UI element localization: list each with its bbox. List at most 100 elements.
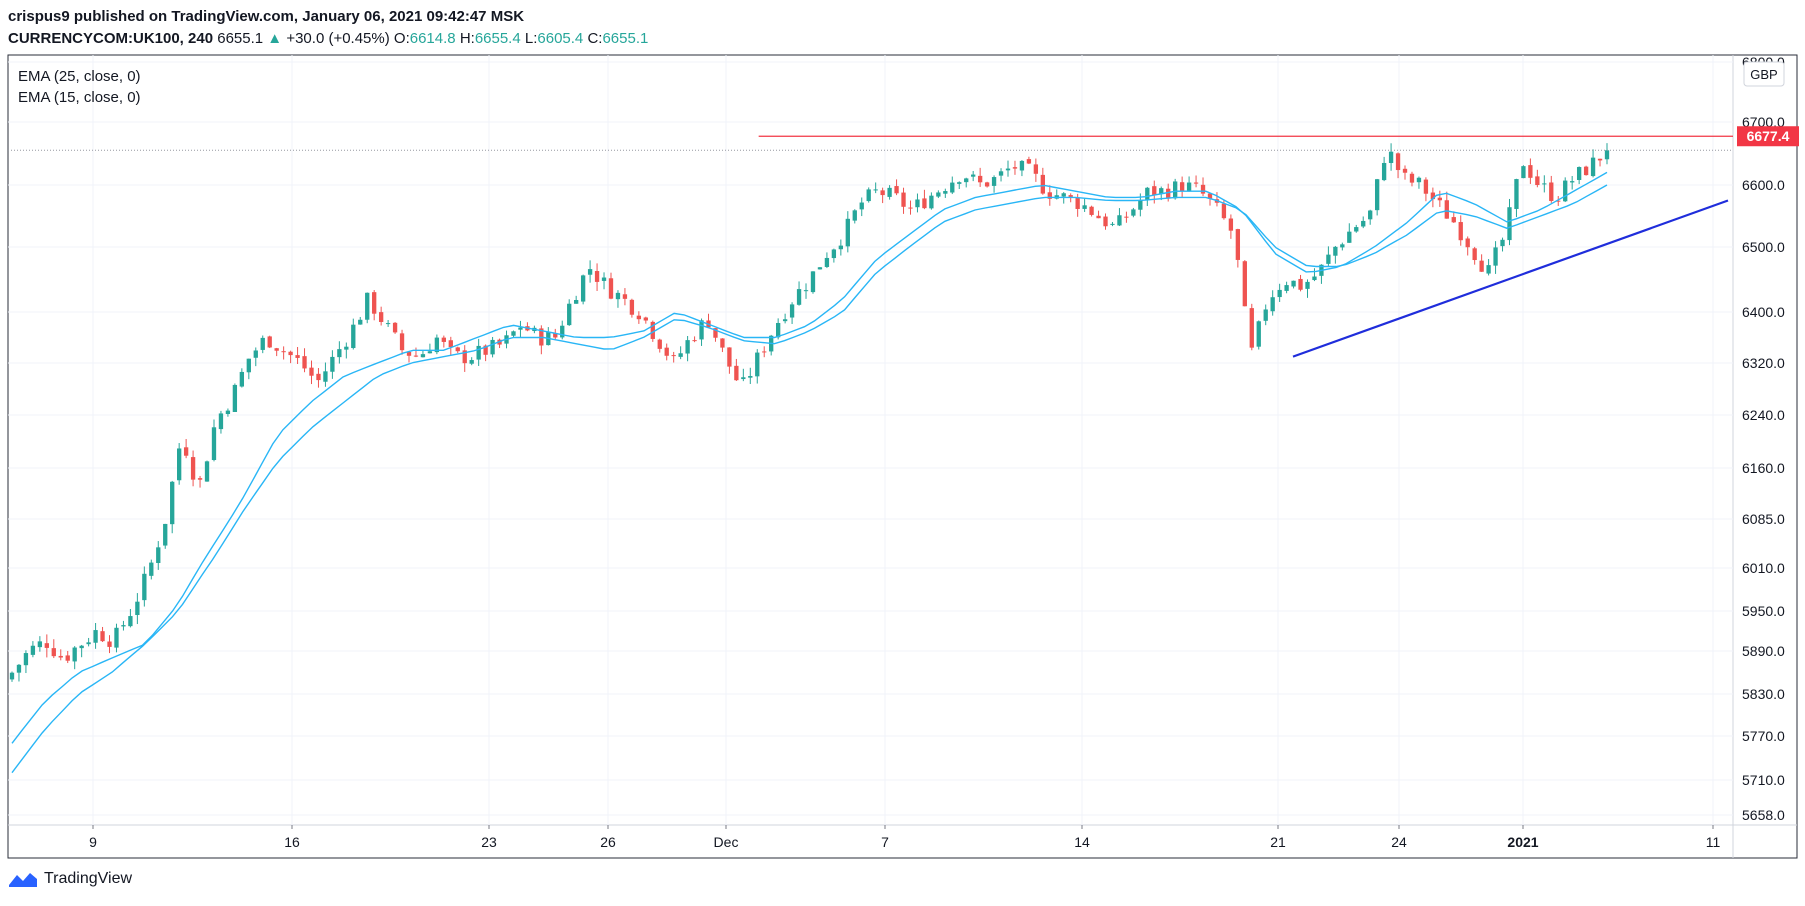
candle-up xyxy=(218,413,224,430)
candle-up xyxy=(1263,309,1268,321)
candle-up xyxy=(789,304,795,318)
ema15-line xyxy=(11,171,1608,744)
candle-up xyxy=(135,601,140,615)
candle-down xyxy=(1409,173,1415,183)
candle-down xyxy=(643,317,648,321)
candle-up xyxy=(1305,281,1310,289)
candle-up xyxy=(476,345,481,360)
candle-down xyxy=(1124,216,1129,218)
candle-up xyxy=(1368,210,1373,220)
candle-up xyxy=(741,377,746,380)
x-tick-label: 14 xyxy=(1074,834,1090,850)
candle-down xyxy=(636,315,642,320)
close-value: 6655.1 xyxy=(602,30,649,47)
candle-up xyxy=(385,323,391,325)
candle-down xyxy=(1423,179,1429,194)
candle-up xyxy=(93,630,98,643)
candle-up xyxy=(936,192,941,197)
candle-up xyxy=(838,245,844,250)
candle-down xyxy=(406,351,412,356)
y-tick-label: 5770.0 xyxy=(1742,728,1785,744)
candle-down xyxy=(1207,193,1213,199)
candle-down xyxy=(1249,308,1254,348)
ema15-legend[interactable]: EMA (15, close, 0) xyxy=(18,89,141,106)
candle-down xyxy=(1528,165,1533,178)
candle-down xyxy=(1179,182,1185,192)
candle-down xyxy=(448,340,453,348)
candle-up xyxy=(1061,193,1066,197)
x-tick-label: 23 xyxy=(481,834,497,850)
publisher-line: crispus9 published on TradingView.com, J… xyxy=(8,6,648,28)
x-tick-label: 7 xyxy=(881,834,889,850)
candle-up xyxy=(149,562,154,576)
candle-down xyxy=(1479,260,1484,272)
candle-down xyxy=(594,271,600,282)
candle-up xyxy=(817,267,823,270)
candle-up xyxy=(1270,297,1275,312)
y-tick-label: 6500.0 xyxy=(1742,239,1785,255)
candle-down xyxy=(65,655,70,661)
x-tick-label: 26 xyxy=(600,834,616,850)
y-tick-label: 6240.0 xyxy=(1742,407,1785,423)
candle-up xyxy=(615,292,621,300)
candle-up xyxy=(79,645,84,649)
price-chart[interactable]: 5658.0 5710.0 5770.0 5830.0 5890.0 5950.0 6010… xyxy=(0,0,1805,860)
candle-up xyxy=(1374,179,1380,211)
candle-down xyxy=(1395,153,1401,171)
candle-up xyxy=(1500,239,1505,247)
candle-up xyxy=(37,641,43,648)
candle-up xyxy=(358,319,363,325)
candle-up xyxy=(1005,168,1011,171)
candle-up xyxy=(337,349,342,358)
chart-frame xyxy=(7,54,1798,859)
candle-down xyxy=(302,356,307,369)
candle-up xyxy=(323,371,328,382)
candle-up xyxy=(957,182,962,184)
x-tick-label: 11 xyxy=(1706,834,1721,850)
candle-down xyxy=(413,355,419,357)
candle-up xyxy=(225,410,231,414)
ema25-legend[interactable]: EMA (25, close, 0) xyxy=(18,68,141,85)
candle-down xyxy=(183,447,189,456)
candle-down xyxy=(1089,206,1094,215)
candle-up xyxy=(1604,150,1610,160)
candle-up xyxy=(490,339,495,355)
candle-up xyxy=(1563,180,1568,202)
candle-down xyxy=(1033,164,1039,174)
candle-up xyxy=(1542,183,1547,185)
x-tick-label: Dec xyxy=(714,834,739,850)
candle-up xyxy=(1381,162,1387,181)
candle-up xyxy=(427,351,433,354)
tradingview-logo-icon xyxy=(9,873,37,887)
candle-up xyxy=(943,191,948,194)
candle-up xyxy=(1514,179,1519,209)
y-tick-label: 6320.0 xyxy=(1742,355,1785,371)
candle-up xyxy=(1570,181,1575,183)
candle-down xyxy=(894,186,899,194)
candle-down xyxy=(190,457,196,480)
candle-up xyxy=(929,195,934,209)
candle-down xyxy=(58,655,63,658)
candle-down xyxy=(100,631,105,642)
candle-up xyxy=(1284,285,1289,291)
tradingview-brand[interactable]: TradingView xyxy=(44,870,133,887)
candle-down xyxy=(1096,215,1101,219)
candle-up xyxy=(86,642,91,645)
candle-up xyxy=(950,182,955,193)
candle-down xyxy=(44,643,49,648)
candle-up xyxy=(163,523,168,546)
candle-up xyxy=(177,448,182,481)
candle-down xyxy=(1298,278,1303,290)
candle-down xyxy=(1597,158,1603,161)
candle-up xyxy=(420,354,426,358)
candle-up xyxy=(824,257,830,267)
candle-up xyxy=(72,647,77,662)
candle-down xyxy=(1200,184,1206,194)
candle-up xyxy=(580,275,586,302)
currency-label: GBP xyxy=(1750,67,1777,82)
candle-down xyxy=(657,339,662,349)
candle-up xyxy=(1590,157,1596,177)
candle-down xyxy=(664,347,669,356)
candle-up xyxy=(567,303,572,326)
candle-down xyxy=(1583,166,1589,176)
